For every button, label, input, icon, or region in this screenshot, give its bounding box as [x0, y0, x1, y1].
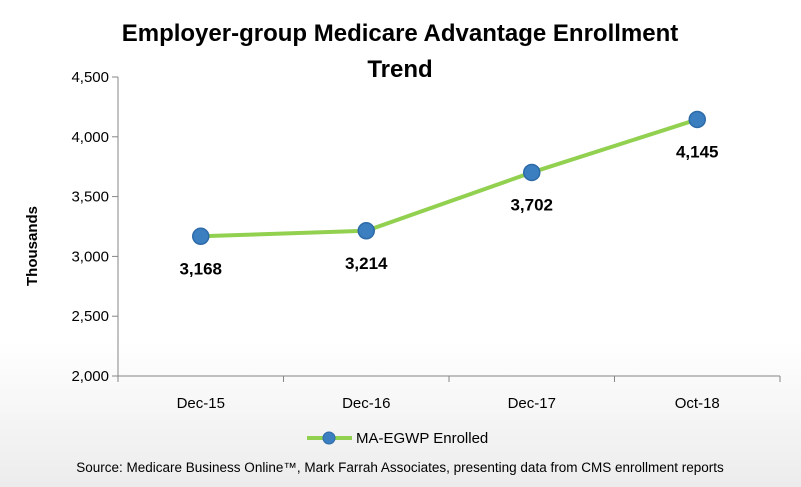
x-tick-label: Oct-18 — [675, 395, 720, 412]
y-tick-label: 4,000 — [71, 129, 109, 146]
y-axis: 2,000 2,500 3,000 3,500 4,000 4,500 — [71, 69, 119, 385]
legend: MA-EGWP Enrolled — [307, 430, 488, 447]
data-point-marker — [688, 110, 706, 129]
x-tick-label: Dec-16 — [342, 395, 390, 412]
data-label: 3,214 — [345, 254, 388, 273]
legend-label: MA-EGWP Enrolled — [356, 430, 488, 447]
x-tick-label: Dec-17 — [508, 395, 556, 412]
y-tick-label: 2,500 — [71, 308, 109, 325]
y-axis-title: Thousands — [24, 206, 41, 286]
legend-marker-swatch — [322, 431, 336, 445]
data-point-marker — [357, 222, 375, 240]
y-tick-label: 3,000 — [71, 248, 109, 265]
data-label: 4,145 — [676, 142, 719, 161]
y-tick-label: 4,500 — [71, 69, 109, 86]
x-tick-label: Dec-15 — [177, 395, 225, 412]
y-tick-label: 3,500 — [71, 189, 109, 206]
chart-title-line-1: Employer-group Medicare Advantage Enroll… — [122, 20, 679, 47]
series-group: 3,168 3,214 3,702 4,145 — [179, 110, 719, 278]
data-point-marker — [523, 163, 541, 182]
source-note: Source: Medicare Business Online™, Mark … — [76, 460, 724, 475]
data-point-marker — [192, 227, 210, 246]
x-axis: Dec-15 Dec-16 Dec-17 Oct-18 — [117, 375, 781, 412]
y-tick-label: 2,000 — [71, 368, 109, 385]
series-line — [200, 117, 698, 239]
data-label: 3,702 — [510, 195, 553, 214]
chart-title-line-2: Trend — [367, 56, 432, 83]
data-label: 3,168 — [179, 259, 222, 278]
